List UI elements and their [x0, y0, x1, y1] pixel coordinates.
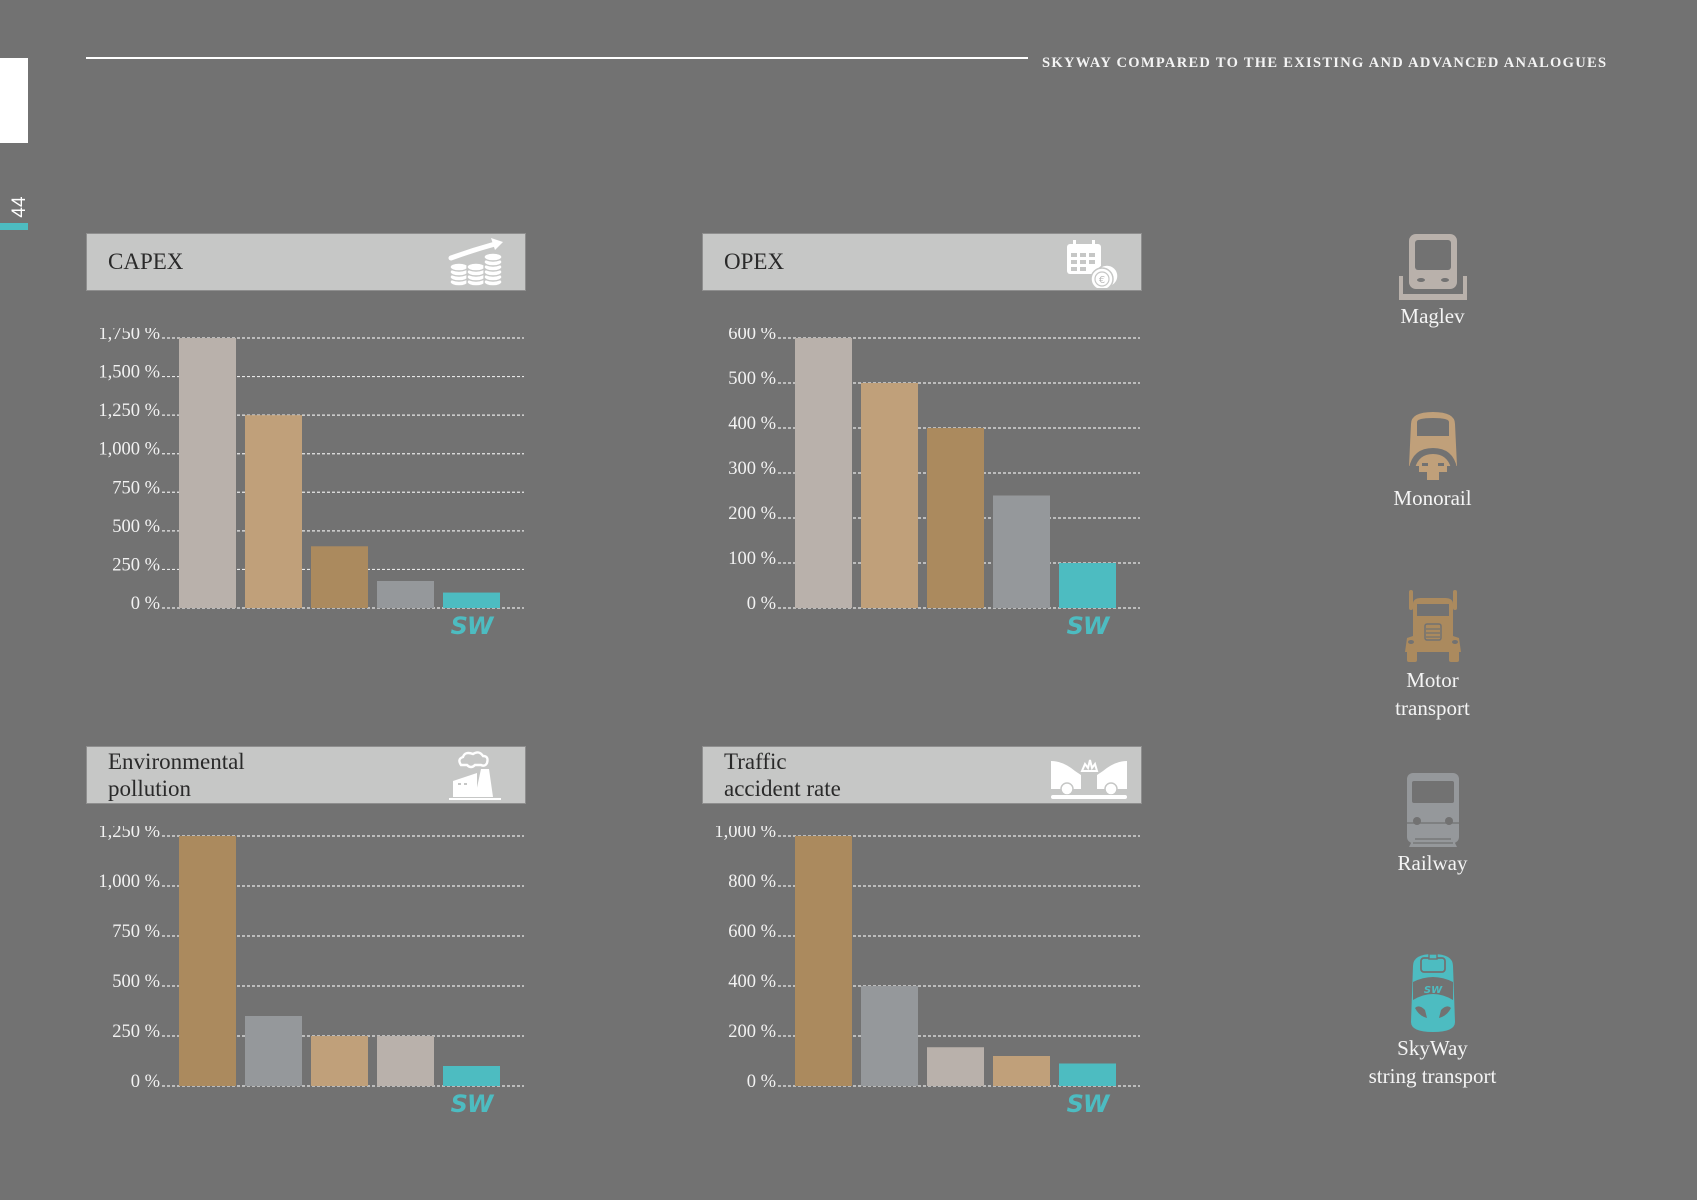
chart-title: CAPEX [108, 249, 184, 274]
bar-chart-opex: 0 % 100 % 200 % 300 % 400 % 500 % 600 % SW [728, 328, 1140, 640]
y-tick-label: 1,250 % [98, 401, 160, 421]
y-tick-label: 500 % [112, 517, 160, 537]
y-tick-label: 500 % [728, 369, 776, 389]
bar-skyway [1059, 1063, 1116, 1086]
legend-label: Maglev [1400, 304, 1465, 328]
bar-railway [377, 581, 434, 608]
y-tick-label: 250 % [112, 1022, 160, 1042]
chart-header: Traffic accident rate [702, 746, 1142, 804]
y-tick-label: 1,250 % [98, 826, 160, 842]
factory-smoke-icon [449, 751, 501, 800]
car-crash-icon [1051, 759, 1127, 799]
y-tick-label: 200 % [728, 504, 776, 524]
y-tick-label: 0 % [747, 1072, 776, 1092]
y-tick-label: 0 % [747, 594, 776, 614]
page-header-title: SKYWAY COMPARED TO THE EXISTING AND ADVA… [1042, 55, 1608, 71]
y-tick-label: 1,000 % [98, 440, 160, 460]
bar-maglev [377, 1036, 434, 1086]
chart-header: Environmental pollution [86, 746, 526, 804]
bar-motor-transport [795, 836, 852, 1086]
bar-railway [245, 1016, 302, 1086]
y-tick-label: 1,500 % [98, 363, 160, 383]
y-tick-label: 200 % [728, 1022, 776, 1042]
y-tick-label: 600 % [728, 328, 776, 344]
sw-logo: SW [451, 612, 495, 640]
bar-monorail [245, 415, 302, 608]
y-tick-label: 1,750 % [98, 328, 160, 344]
chart-panel-capex: CAPEX 0 % 250 % 500 % 750 % 1,000 % 1,250 % 1,… [86, 233, 526, 640]
bar-skyway [443, 592, 500, 608]
y-tick-label: 750 % [112, 922, 160, 942]
y-tick-label: 0 % [131, 594, 160, 614]
y-tick-label: 400 % [728, 972, 776, 992]
y-tick-label: 100 % [728, 549, 776, 569]
calendar-euro-icon: € [1067, 240, 1119, 288]
bar-monorail [861, 383, 918, 608]
sw-logo: SW [1067, 1090, 1111, 1118]
bar-chart-capex: 0 % 250 % 500 % 750 % 1,000 % 1,250 % 1,500 % 1… [98, 328, 524, 640]
bar-railway [993, 495, 1050, 608]
page-tab-marker [0, 58, 28, 143]
train-icon [1406, 773, 1459, 847]
bar-chart-pollution: 0 % 250 % 500 % 750 % 1,000 % 1,250 % SW [98, 826, 524, 1118]
chart-title: OPEX [724, 249, 785, 274]
legend-item-maglev: Maglev [1330, 232, 1535, 330]
bar-maglev [179, 338, 236, 608]
legend-item-railway: Railway [1330, 773, 1535, 877]
chart-header: CAPEX [86, 233, 526, 291]
y-tick-label: 400 % [728, 414, 776, 434]
bar-monorail [993, 1056, 1050, 1086]
header-rule [86, 57, 1028, 59]
y-tick-label: 1,000 % [714, 826, 776, 842]
legend-item-monorail: Monorail [1330, 410, 1535, 512]
y-tick-label: 300 % [728, 459, 776, 479]
y-tick-label: 600 % [728, 922, 776, 942]
bar-skyway [443, 1066, 500, 1086]
bar-motor-transport [179, 836, 236, 1086]
svg-text:SW: SW [1423, 985, 1442, 996]
y-tick-label: 800 % [728, 872, 776, 892]
maglev-train-icon [1398, 234, 1467, 300]
y-tick-label: 1,000 % [98, 872, 160, 892]
legend-label: SkyWay string transport [1368, 1036, 1497, 1088]
legend-label: Railway [1397, 851, 1468, 875]
bar-motor-transport [311, 546, 368, 608]
legend-item-motor-transport: Motor transport [1330, 590, 1535, 722]
chart-header: OPEX € [702, 233, 1142, 291]
chart-title: Traffic accident rate [724, 749, 841, 801]
legend-label: Motor transport [1395, 668, 1470, 720]
bar-railway [861, 986, 918, 1086]
bar-motor-transport [927, 428, 984, 608]
bar-monorail [311, 1036, 368, 1086]
chart-panel-accidents: Traffic accident rate 0 % 200 % 400 % 600 %… [702, 746, 1142, 1118]
sw-logo: SW [1067, 612, 1111, 640]
legend-label: Monorail [1393, 486, 1472, 510]
y-tick-label: 500 % [112, 972, 160, 992]
y-tick-label: 0 % [131, 1072, 160, 1092]
bar-chart-accidents: 0 % 200 % 400 % 600 % 800 % 1,000 % SW [714, 826, 1140, 1118]
y-tick-label: 250 % [112, 555, 160, 575]
page-accent-bar [0, 223, 28, 230]
monorail-icon [1408, 412, 1457, 480]
coins-growth-icon [448, 238, 503, 287]
truck-icon [1404, 590, 1461, 662]
chart-panel-pollution: Environmental pollution 0 % 250 % 500 % 750… [86, 746, 526, 1118]
chart-panel-opex: OPEX € 0 % 100 % 200 % 300 % 400 % 500 % 600 %… [702, 233, 1142, 640]
bar-skyway [1059, 563, 1116, 608]
svg-text:€: € [1099, 275, 1105, 286]
bar-maglev [795, 338, 852, 608]
chart-title: Environmental pollution [108, 749, 245, 801]
skyway-unibus-icon: SW [1410, 953, 1455, 1032]
page-number: 44 [9, 196, 30, 218]
y-tick-label: 750 % [112, 478, 160, 498]
sw-logo: SW [451, 1090, 495, 1118]
bar-maglev [927, 1047, 984, 1086]
legend-item-skyway: SW SkyWay string transport [1330, 952, 1535, 1090]
